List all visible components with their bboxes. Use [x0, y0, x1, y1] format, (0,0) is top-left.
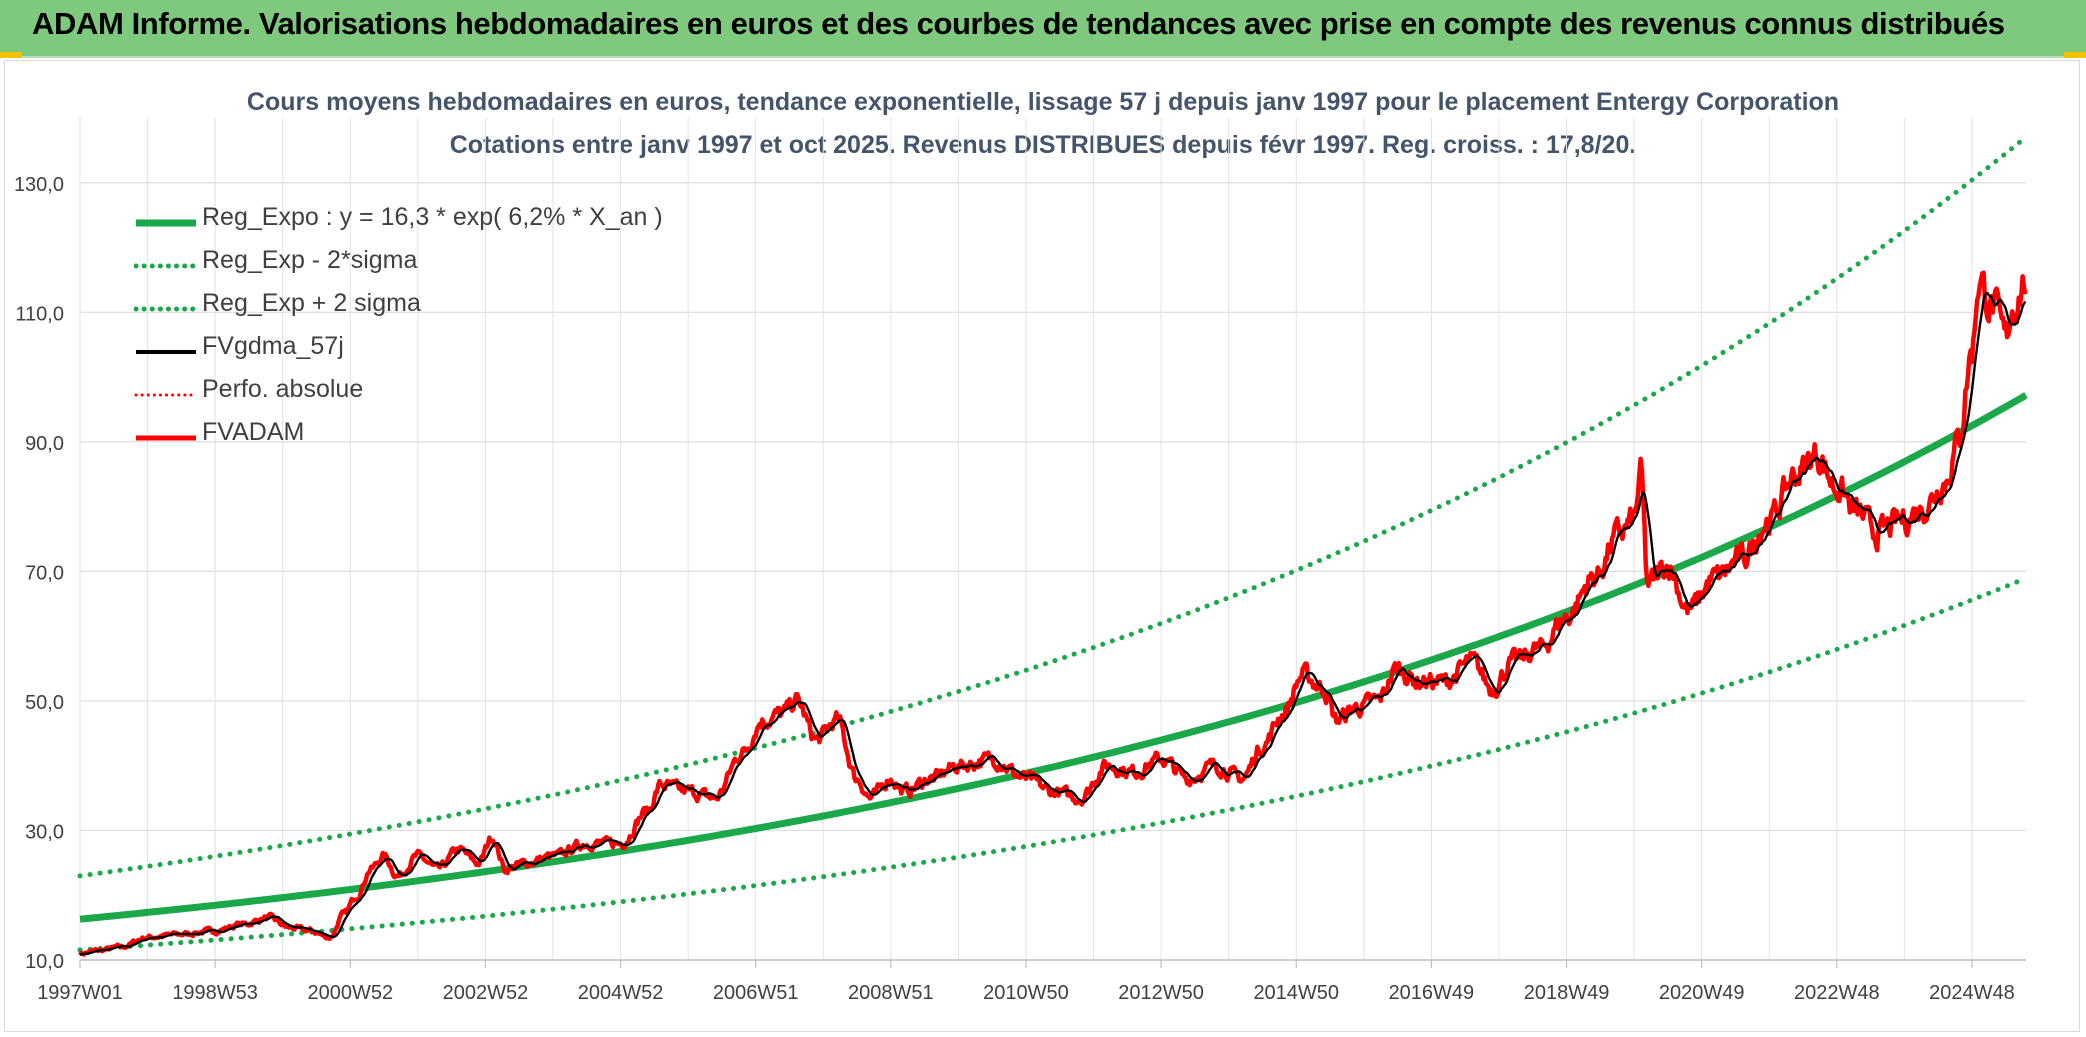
- x-tick-label: 2024W48: [1929, 982, 2015, 1004]
- chart-subtitle: Cotations entre janv 1997 et oct 2025. R…: [449, 131, 1637, 159]
- x-tick-label: 2020W49: [1659, 982, 1745, 1004]
- x-tick-label: 2010W50: [983, 982, 1069, 1004]
- x-tick-label: 1997W01: [37, 982, 123, 1004]
- x-tick-label: 2018W49: [1524, 982, 1610, 1004]
- legend-label-fvadam: FVADAM: [202, 418, 305, 446]
- legend-label-perfo: Perfo. absolue: [202, 375, 364, 403]
- legend-swatch-reg-exp-low: [134, 263, 198, 269]
- series-reg-expo: [79, 392, 2028, 923]
- corner-mark-left: [0, 52, 22, 58]
- chart-title: Cours moyens hebdomadaires en euros, ten…: [246, 88, 1840, 116]
- y-tick-label: 50,0: [25, 692, 64, 714]
- series-fvgdma-57j: [79, 291, 2027, 957]
- chart-frame: [4, 60, 2080, 1032]
- x-tick-label: 2004W52: [578, 982, 664, 1004]
- legend-label-reg-exp-low: Reg_Exp - 2*sigma: [202, 246, 418, 274]
- y-tick-label: 30,0: [25, 821, 64, 843]
- x-tick-label: 2022W48: [1794, 982, 1880, 1004]
- corner-mark-right: [2064, 52, 2086, 58]
- legend-label-reg-expo: Reg_Expo : y = 16,3 * exp( 6,2% * X_an ): [202, 203, 663, 231]
- x-tick-label: 2016W49: [1389, 982, 1475, 1004]
- y-tick-label: 10,0: [25, 951, 64, 973]
- legend-swatch-reg-exp-high: [134, 306, 198, 312]
- series-reg-exp-plus-2sigma: [77, 134, 2029, 879]
- y-tick-label: 130,0: [14, 174, 64, 196]
- report-title: ADAM Informe. Valorisations hebdomadaire…: [32, 6, 2005, 41]
- legend-label-reg-exp-high: Reg_Exp + 2 sigma: [202, 289, 421, 317]
- legend-swatch-reg-expo: [136, 219, 196, 227]
- y-tick-label: 70,0: [25, 562, 64, 584]
- x-tick-label: 2002W52: [443, 982, 529, 1004]
- report-banner: ADAM Informe. Valorisations hebdomadaire…: [0, 0, 2086, 58]
- x-tick-label: 2000W52: [307, 982, 393, 1004]
- x-tick-label: 1998W53: [172, 982, 258, 1004]
- x-tick-label: 2006W51: [713, 982, 799, 1004]
- x-tick-label: 2014W50: [1253, 982, 1339, 1004]
- legend-swatch-fvgdma: [136, 350, 196, 354]
- series-fvadam: [78, 270, 2028, 957]
- legend-label-fvgdma: FVgdma_57j: [202, 332, 344, 360]
- legend-swatch-fvadam: [136, 435, 196, 441]
- y-tick-label: 90,0: [25, 433, 64, 455]
- series-reg-exp-minus-2sigma: [77, 575, 2029, 953]
- y-tick-label: 110,0: [15, 303, 64, 325]
- x-tick-label: 2012W50: [1118, 982, 1204, 1004]
- legend-swatch-perfo: [134, 393, 198, 397]
- x-tick-label: 2008W51: [848, 982, 934, 1004]
